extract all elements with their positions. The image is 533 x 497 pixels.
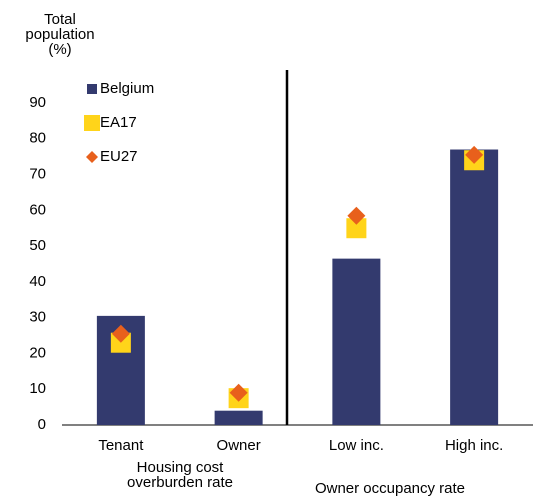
y-tick-label: 70 bbox=[29, 166, 46, 183]
group-label: Housing cost overburden rate bbox=[127, 459, 233, 491]
y-tick-label: 50 bbox=[29, 237, 46, 254]
y-tick-label: 80 bbox=[29, 130, 46, 147]
diamond-marker bbox=[347, 206, 366, 225]
legend-label: Belgium bbox=[100, 80, 154, 97]
group-label: Owner occupancy rate bbox=[314, 480, 466, 497]
legend-label: EA17 bbox=[100, 114, 137, 131]
x-tick-label: High inc. bbox=[445, 437, 503, 454]
legend-swatch bbox=[87, 84, 97, 94]
x-tick-label: Tenant bbox=[98, 437, 144, 454]
bar bbox=[332, 258, 381, 425]
diamond-marker bbox=[229, 383, 248, 402]
diamond-marker bbox=[465, 145, 484, 164]
bar bbox=[214, 410, 263, 425]
y-tick-label: 30 bbox=[29, 309, 46, 326]
y-axis-label: Total population (%) bbox=[25, 11, 95, 58]
legend-label: EU27 bbox=[100, 148, 138, 165]
legend-swatch bbox=[84, 115, 100, 131]
y-tick-label: 0 bbox=[38, 416, 46, 433]
y-tick-label: 20 bbox=[29, 344, 46, 361]
bar bbox=[450, 149, 499, 425]
legend-swatch bbox=[86, 151, 98, 163]
y-tick-label: 40 bbox=[29, 273, 46, 290]
y-tick-label: 90 bbox=[29, 94, 46, 111]
diamond-marker bbox=[111, 324, 130, 343]
y-tick-label: 60 bbox=[29, 201, 46, 218]
x-tick-label: Low inc. bbox=[329, 437, 384, 454]
square-marker bbox=[346, 218, 367, 239]
x-tick-label: Owner bbox=[217, 437, 261, 454]
y-tick-label: 10 bbox=[29, 380, 46, 397]
